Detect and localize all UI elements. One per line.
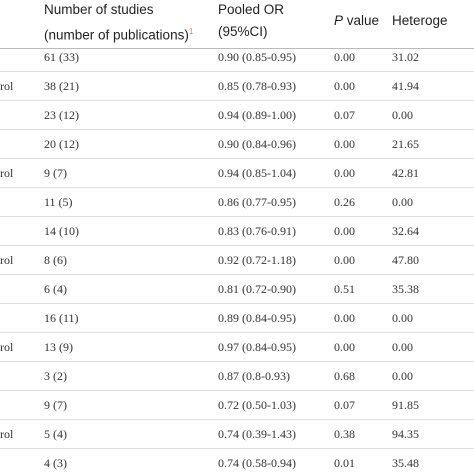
table-cell: 61 (33) xyxy=(44,50,79,64)
header-italic: P xyxy=(334,13,344,28)
table-cell: 91.85 xyxy=(392,398,419,412)
header-rule xyxy=(0,48,474,49)
header-text: value xyxy=(346,13,380,28)
header-text: (95%CI) xyxy=(218,24,268,39)
table-cell: 8 (6) xyxy=(44,253,67,267)
row-rule xyxy=(0,216,474,217)
table-cell: 0.00 xyxy=(334,311,355,325)
table-cell: 0.00 xyxy=(392,311,413,325)
table-cell: 9 (7) xyxy=(44,398,67,412)
table-cell: 0.89 (0.84-0.95) xyxy=(218,311,296,325)
row-rule xyxy=(0,187,474,188)
header-cell: P value xyxy=(334,10,379,32)
table-cell: 9 (7) xyxy=(44,166,67,180)
table-cell: 0.94 (0.85-1.04) xyxy=(218,166,296,180)
table-cell: 31.02 xyxy=(392,50,419,64)
table-cell: 0.81 (0.72-0.90) xyxy=(218,282,296,296)
table-cell: 0.83 (0.76-0.91) xyxy=(218,224,296,238)
table-cell: 0.00 xyxy=(334,224,355,238)
table-cell: 0.00 xyxy=(392,195,413,209)
table-cell: 21.65 xyxy=(392,137,419,151)
table-cell: 0.00 xyxy=(334,79,355,93)
header-cell: Heteroge xyxy=(392,10,448,32)
table-cell: 16 (11) xyxy=(44,311,79,325)
row-rule xyxy=(0,245,474,246)
row-rule xyxy=(0,274,474,275)
header-line: Number of studies xyxy=(44,0,193,21)
table-cell: 5 (4) xyxy=(44,427,67,441)
footnote-marker: 1 xyxy=(188,27,194,36)
table-cell: 0.00 xyxy=(334,137,355,151)
table-cell: 41.94 xyxy=(392,79,419,93)
table-cell: 0.00 xyxy=(392,369,413,383)
table-cell: 0.00 xyxy=(392,108,413,122)
row-label: rol xyxy=(0,427,14,441)
table-cell: 0.00 xyxy=(334,50,355,64)
row-rule xyxy=(0,303,474,304)
header-cell: Pooled OR (95%CI) xyxy=(218,0,284,43)
row-rule xyxy=(0,361,474,362)
table-cell: 0.90 (0.85-0.95) xyxy=(218,50,296,64)
row-rule xyxy=(0,419,474,420)
row-label: rol xyxy=(0,253,14,267)
table-cell: 0.00 xyxy=(392,340,413,354)
table-cell: 94.35 xyxy=(392,427,419,441)
header-cell: Number of studies (number of publications… xyxy=(44,0,193,47)
row-rule xyxy=(0,332,474,333)
table-cell: 0.72 (0.50-1.03) xyxy=(218,398,296,412)
table-cell: 0.87 (0.8-0.93) xyxy=(218,369,290,383)
table-cell: 38 (21) xyxy=(44,79,79,93)
row-rule xyxy=(0,390,474,391)
table-cell: 0.94 (0.89-1.00) xyxy=(218,108,296,122)
row-label: rol xyxy=(0,166,14,180)
header-line: Pooled OR xyxy=(218,0,284,21)
row-rule xyxy=(0,158,474,159)
table-cell: 47.80 xyxy=(392,253,419,267)
table-cell: 0.97 (0.84-0.95) xyxy=(218,340,296,354)
table-cell: 35.38 xyxy=(392,282,419,296)
row-label: rol xyxy=(0,340,14,354)
table-cell: 0.07 xyxy=(334,398,355,412)
table-cell: 32.64 xyxy=(392,224,419,238)
table-cell: 3 (2) xyxy=(44,369,67,383)
header-text: Number of studies xyxy=(44,2,154,17)
row-rule xyxy=(0,448,474,449)
table-cell: 20 (12) xyxy=(44,137,79,151)
header-line: (number of publications)1 xyxy=(44,21,193,47)
table-cell: 0.07 xyxy=(334,108,355,122)
table-cell: 0.38 xyxy=(334,427,355,441)
table-cell: 23 (12) xyxy=(44,108,79,122)
table-cell: 14 (10) xyxy=(44,224,79,238)
row-rule xyxy=(0,71,474,72)
table-cell: 0.92 (0.72-1.18) xyxy=(218,253,296,267)
table-cell: 0.51 xyxy=(334,282,355,296)
table-cell: 0.90 (0.84-0.96) xyxy=(218,137,296,151)
table-cell: 6 (4) xyxy=(44,282,67,296)
table-cell: 0.85 (0.78-0.93) xyxy=(218,79,296,93)
row-rule xyxy=(0,100,474,101)
table-cell: 0.00 xyxy=(334,340,355,354)
header-line: (95%CI) xyxy=(218,21,284,43)
row-rule xyxy=(0,129,474,130)
table-cell: 0.26 xyxy=(334,195,355,209)
header-text: Heteroge xyxy=(392,13,448,28)
table-cell: 0.00 xyxy=(334,253,355,267)
table-cell: 35.48 xyxy=(392,456,419,470)
table-cell: 0.74 (0.58-0.94) xyxy=(218,456,296,470)
table-cell: 0.00 xyxy=(334,166,355,180)
table-cell: 0.86 (0.77-0.95) xyxy=(218,195,296,209)
table-cell: 0.68 xyxy=(334,369,355,383)
header-text: Pooled OR xyxy=(218,2,285,17)
table-cell: 13 (9) xyxy=(44,340,73,354)
table-cell: 4 (3) xyxy=(44,456,67,470)
header-text: (number of publications) xyxy=(44,27,189,43)
table-cell: 42.81 xyxy=(392,166,419,180)
row-label: rol xyxy=(0,79,14,93)
table-cell: 0.74 (0.39-1.43) xyxy=(218,427,296,441)
table-cell: 11 (5) xyxy=(44,195,73,209)
table-cell: 0.01 xyxy=(334,456,355,470)
